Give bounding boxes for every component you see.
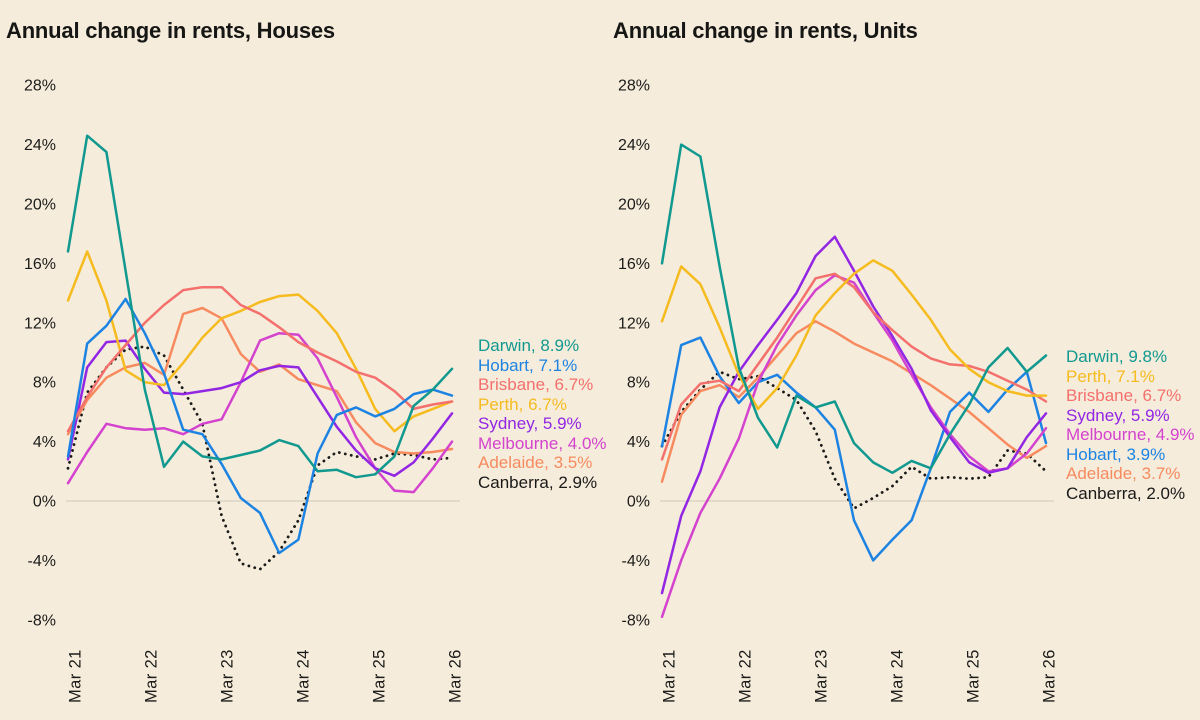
legend-item-adelaide: Adelaide, 3.5% — [478, 453, 593, 472]
darwin-line — [660, 143, 1048, 475]
canberra-line — [660, 370, 1048, 510]
units-chart-title: Annual change in rents, Units — [613, 18, 918, 43]
x-axis-tick-label: Mar 24 — [889, 649, 907, 703]
brisbane-line — [660, 272, 1048, 461]
darwin-line — [66, 134, 454, 479]
y-axis-tick-label: 28% — [618, 78, 650, 95]
legend-item-brisbane: Brisbane, 6.7% — [1066, 386, 1182, 405]
adelaide-line — [66, 306, 454, 455]
x-axis-tick-label: Mar 26 — [1041, 649, 1059, 703]
units-line-chart: 28% 24% 20% 16% 12% 8% 4% 0% -4% -8% Mar 21 Mar 22 M… — [618, 78, 1059, 703]
units-legend: Darwin, 9.8% Perth, 7.1% Brisbane, 6.7% Syd… — [1066, 347, 1200, 503]
x-axis-tick-label: Mar 24 — [295, 649, 313, 703]
houses-line-chart: 28% 24% 20% 16% 12% 8% 4% 0% -4% -8% Mar 21 Mar 22 M… — [24, 78, 465, 703]
legend-item-darwin: Darwin, 8.9% — [478, 336, 580, 355]
x-axis-tick-label: Mar 23 — [219, 649, 237, 703]
legend-item-canberra: Canberra, 2.9% — [478, 472, 598, 492]
y-axis-tick-label: 12% — [618, 315, 650, 332]
y-axis-tick-label: 4% — [33, 434, 56, 451]
y-axis-tick-label: 12% — [24, 315, 56, 332]
canberra-line — [66, 345, 454, 571]
y-axis-tick-label: 0% — [627, 494, 650, 511]
legend-item-adelaide: Adelaide, 3.7% — [1066, 464, 1181, 483]
y-axis-tick-label: 28% — [24, 78, 56, 95]
sydney-line — [66, 339, 454, 478]
x-axis-tick-label: Mar 22 — [143, 649, 161, 703]
x-axis-tick-label: Mar 22 — [737, 649, 755, 703]
legend-item-hobart: Hobart, 3.9% — [1066, 444, 1166, 464]
y-axis-tick-label: 16% — [24, 256, 56, 273]
legend-item-canberra: Canberra, 2.0% — [1066, 483, 1186, 503]
y-axis-tick-label: -4% — [622, 553, 650, 570]
x-axis-tick-label: Mar 21 — [67, 649, 85, 703]
y-axis-tick-label: 8% — [33, 375, 56, 392]
legend-item-sydney: Sydney, 5.9% — [478, 414, 582, 433]
brisbane-line — [66, 285, 454, 433]
x-axis-tick-label: Mar 25 — [371, 649, 389, 703]
perth-line — [66, 250, 454, 433]
y-axis-tick-label: 0% — [33, 494, 56, 511]
legend-item-darwin: Darwin, 9.8% — [1066, 347, 1168, 366]
legend-item-hobart: Hobart, 7.1% — [478, 355, 578, 375]
houses-legend: Darwin, 8.9% Hobart, 7.1% Brisbane, 6.7% Pe… — [478, 336, 618, 492]
houses-chart-title: Annual change in rents, Houses — [6, 18, 335, 43]
sydney-line — [660, 235, 1048, 595]
x-axis-tick-label: Mar 26 — [447, 649, 465, 703]
y-axis-tick-label: -8% — [28, 612, 56, 629]
y-axis-tick-label: 24% — [618, 137, 650, 154]
x-axis-tick-label: Mar 25 — [965, 649, 983, 703]
y-axis-tick-label: 8% — [627, 375, 650, 392]
legend-item-melbourne: Melbourne, 4.9% — [1066, 425, 1195, 444]
x-axis-tick-label: Mar 21 — [661, 649, 679, 703]
y-axis-tick-label: 20% — [618, 197, 650, 214]
adelaide-line — [660, 320, 1048, 483]
melbourne-line — [66, 331, 454, 494]
legend-item-sydney: Sydney, 5.9% — [1066, 405, 1170, 425]
legend-item-perth: Perth, 6.7% — [478, 394, 567, 414]
y-axis-tick-label: 24% — [24, 137, 56, 154]
y-axis-tick-label: -8% — [622, 612, 650, 629]
y-axis-tick-label: -4% — [28, 553, 56, 570]
x-axis-tick-label: Mar 23 — [813, 649, 831, 703]
legend-item-brisbane: Brisbane, 6.7% — [478, 375, 594, 394]
hobart-line — [66, 297, 454, 555]
y-axis-tick-label: 16% — [618, 256, 650, 273]
y-axis-tick-label: 4% — [627, 434, 650, 451]
legend-item-perth: Perth, 7.1% — [1066, 366, 1155, 386]
melbourne-line — [660, 274, 1048, 619]
y-axis-tick-label: 20% — [24, 197, 56, 214]
legend-item-melbourne: Melbourne, 4.0% — [478, 433, 607, 453]
